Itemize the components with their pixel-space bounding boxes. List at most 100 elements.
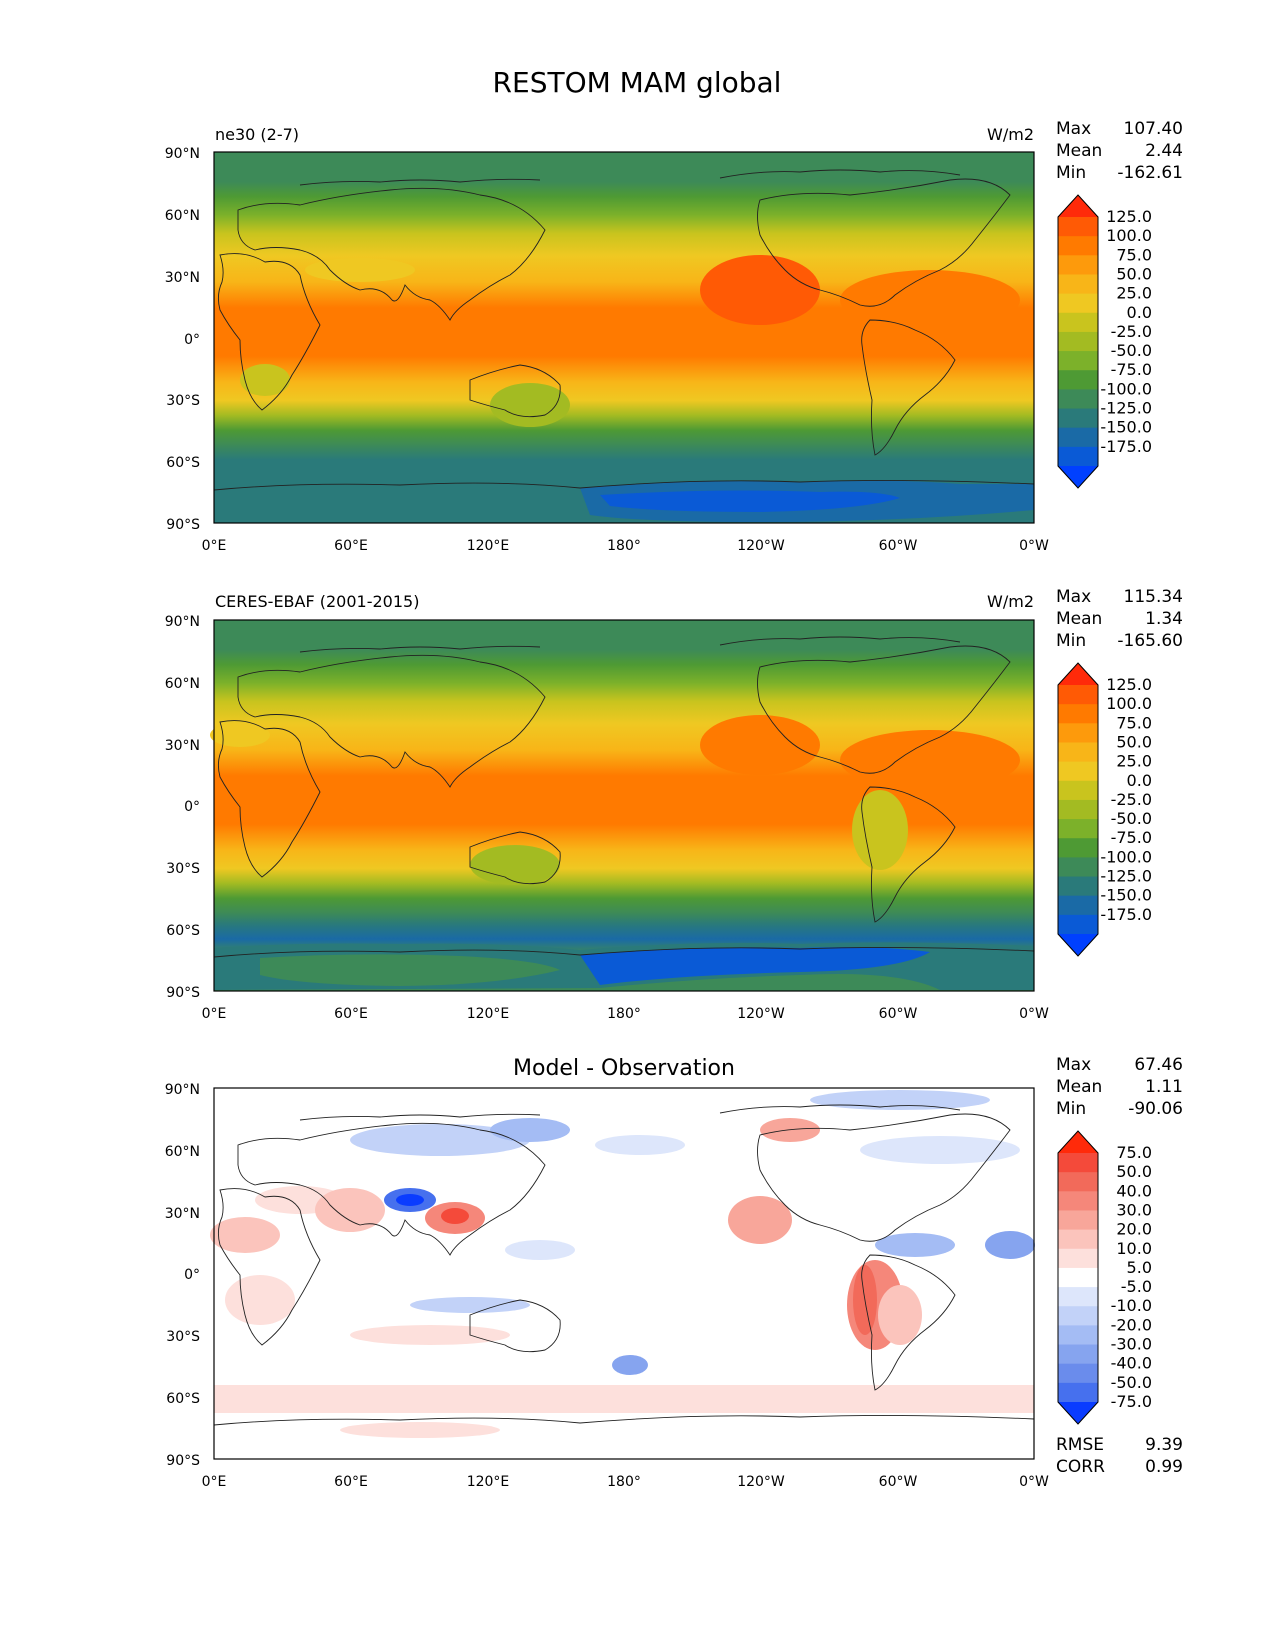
stat-value: 107.40	[1124, 119, 1183, 139]
colorbar-tick-label: -50.0	[1111, 1373, 1152, 1392]
coastlines	[213, 1104, 1035, 1426]
field-patch	[840, 270, 1020, 330]
stat-label: Max	[1056, 119, 1091, 139]
map-area	[210, 619, 1035, 992]
colorbar-tick-label: -75.0	[1111, 828, 1152, 847]
stat-value: -162.61	[1117, 163, 1183, 183]
colorbar: 125.0100.075.050.025.00.0-25.0-50.0-75.0…	[1057, 662, 1152, 957]
colorbar-extend-high	[1058, 1131, 1098, 1153]
stat-label: Min	[1056, 631, 1086, 651]
lon-tick-label: 0°W	[1019, 1006, 1049, 1022]
field-patch	[240, 364, 290, 396]
field-patch	[470, 845, 560, 885]
colorbar-tick-label: -125.0	[1100, 399, 1152, 418]
metric-label: RMSE	[1056, 1435, 1104, 1455]
colorbar-segment	[1058, 293, 1098, 314]
stat-label: Mean	[1056, 141, 1102, 161]
colorbar-tick-label: 10.0	[1116, 1239, 1152, 1258]
field-patch	[305, 258, 415, 282]
colorbar-tick-label: -50.0	[1111, 809, 1152, 828]
colorbar-tick-label: -30.0	[1111, 1335, 1152, 1354]
colorbar-segment	[1058, 1344, 1098, 1365]
lat-tick-label: 60°N	[165, 1144, 200, 1160]
metric-value: 0.99	[1145, 1457, 1183, 1477]
lon-tick-label: 0°E	[202, 1474, 227, 1490]
lon-tick-label: 120°E	[467, 1006, 510, 1022]
field-patch	[612, 1355, 648, 1375]
colorbar-tick-label: -25.0	[1111, 790, 1152, 809]
colorbar-tick-label: -75.0	[1111, 360, 1152, 379]
colorbar-tick-label: -25.0	[1111, 322, 1152, 341]
panel-observation: CERES-EBAF (2001-2015) W/m2	[165, 587, 1183, 1022]
lon-tick-label: 0°W	[1019, 1474, 1049, 1490]
colorbar-segment	[1058, 1191, 1098, 1211]
field-patch	[700, 255, 820, 325]
field-patch	[505, 1240, 575, 1260]
field-patch	[878, 1285, 922, 1345]
field-patch	[490, 1118, 570, 1142]
lon-tick-label: 0°E	[202, 1006, 227, 1022]
panel-model: ne30 (2-7) W/m2 90°	[165, 119, 1183, 554]
colorbar-tick-label: -5.0	[1121, 1277, 1152, 1296]
lon-tick-label: 60°E	[334, 1006, 368, 1022]
lon-tick-label: 0°E	[202, 538, 227, 554]
colorbar-tick-label: 75.0	[1116, 713, 1152, 732]
lat-tick-label: 30°S	[166, 861, 200, 877]
lat-tick-label: 30°N	[165, 270, 200, 286]
colorbar-tick-label: 50.0	[1116, 732, 1152, 751]
colorbar-segment	[1058, 723, 1098, 743]
lon-tick-label: 120°W	[737, 1006, 785, 1022]
lon-ticks: 0°E 60°E 120°E 180° 120°W 60°W 0°W	[202, 538, 1049, 554]
lon-ticks: 0°E 60°E 120°E 180° 120°W 60°W 0°W	[202, 1474, 1049, 1490]
field-patch	[985, 1231, 1035, 1259]
lon-tick-label: 60°E	[334, 1474, 368, 1490]
stats-box: Max 107.40 Mean 2.44 Min -162.61	[1056, 119, 1183, 183]
colorbar-outline	[1057, 1130, 1099, 1425]
field-patch	[860, 1136, 1020, 1164]
metric-value: 9.39	[1145, 1435, 1183, 1455]
field-patch	[875, 1233, 955, 1257]
colorbar-tick-label: 0.0	[1127, 771, 1152, 790]
lat-tick-label: 90°N	[165, 146, 200, 162]
colorbar-segment	[1058, 704, 1098, 724]
stat-value: 67.46	[1134, 1055, 1183, 1075]
colorbar-segment	[1058, 1248, 1098, 1269]
field-patch	[214, 1385, 1034, 1413]
field-background	[214, 152, 1034, 523]
colorbar-segment	[1058, 1306, 1098, 1326]
colorbar-segment	[1058, 331, 1098, 352]
lat-tick-label: 90°S	[166, 1453, 200, 1469]
colorbar: 75.050.040.030.020.010.05.0-5.0-10.0-20.…	[1057, 1130, 1152, 1425]
colorbar-segment	[1058, 351, 1098, 371]
field-patch	[595, 1135, 685, 1155]
colorbar-tick-label: 125.0	[1106, 675, 1152, 694]
field-patch	[225, 1275, 295, 1325]
colorbar-segment	[1058, 446, 1098, 467]
lat-ticks: 90°N 60°N 30°N 0° 30°S 60°S 90°S	[165, 614, 200, 1001]
colorbar-segment	[1058, 389, 1098, 410]
colorbar-tick-label: 25.0	[1116, 284, 1152, 303]
lat-tick-label: 0°	[184, 332, 200, 348]
colorbar-tick-label: -150.0	[1100, 886, 1152, 905]
colorbar-segment	[1058, 819, 1098, 839]
lon-tick-label: 120°E	[467, 538, 510, 554]
colorbar-segment	[1058, 1267, 1098, 1288]
field-background	[214, 620, 1034, 991]
lat-tick-label: 0°	[184, 799, 200, 815]
colorbar-tick-label: -20.0	[1111, 1315, 1152, 1334]
lat-tick-label: 60°N	[165, 676, 200, 692]
stat-value: 2.44	[1145, 141, 1183, 161]
colorbar-tick-label: -175.0	[1100, 905, 1152, 924]
field-patch	[340, 1422, 500, 1438]
coastlines	[213, 169, 1035, 491]
colorbar-segment	[1058, 761, 1098, 782]
colorbar-tick-label: -50.0	[1111, 341, 1152, 360]
stat-label: Min	[1056, 163, 1086, 183]
colorbar-tick-label: -125.0	[1100, 867, 1152, 886]
colorbar-tick-label: 100.0	[1106, 694, 1152, 713]
field-patch	[210, 723, 270, 747]
field-patch	[728, 1196, 792, 1244]
colorbar-segment	[1058, 312, 1098, 333]
panel-units: W/m2	[987, 125, 1034, 144]
colorbar-tick-label: 25.0	[1116, 752, 1152, 771]
